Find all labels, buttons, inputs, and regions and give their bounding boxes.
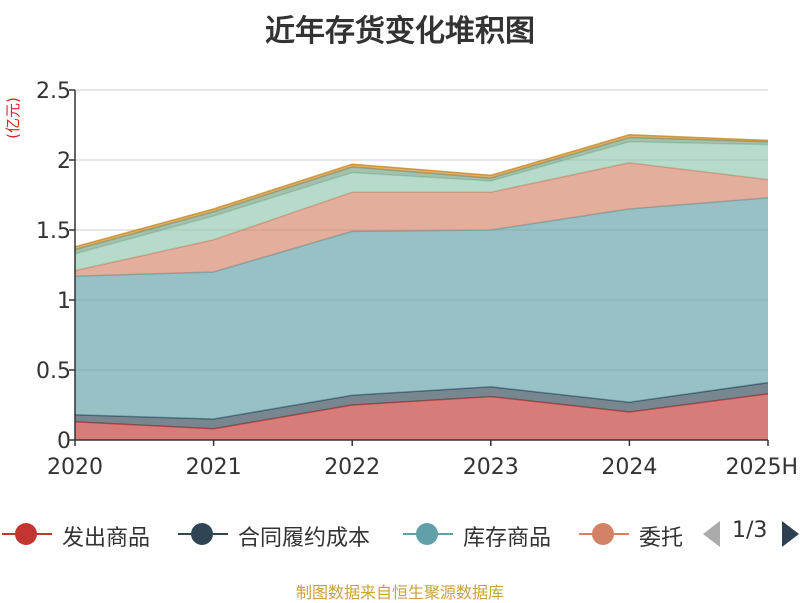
legend-item-0[interactable]: 发出商品 [2,512,162,556]
y-axis-label: (亿元) [4,97,22,139]
legend-label: 库存商品 [463,526,552,551]
legend-page-indicator: 1/3 [732,518,768,543]
area-series-0 [75,393,768,440]
y-tick-label: 1.5 [36,219,71,244]
area-series-2 [75,197,768,419]
area-series-1 [75,382,768,429]
y-tick-label: 2.5 [36,79,71,104]
legend: 发出商品 合同履约成本 库存商品 委托 [0,512,800,556]
legend-dot-icon [191,523,213,545]
legend-prev-page-icon[interactable] [703,521,720,547]
legend-label: 委托 [639,526,684,551]
y-tick-label: 0.5 [36,359,71,384]
x-tick-label: 2020 [47,455,103,480]
legend-label: 发出商品 [62,526,151,551]
y-tick-label: 2 [57,149,71,174]
x-tick-label: 2022 [324,455,380,480]
area-series-line-6 [74,134,769,248]
x-tick-label: 2021 [186,455,242,480]
x-tick-label: 2025H [725,455,798,480]
chart-title: 近年存货变化堆积图 [265,14,535,49]
legend-dot-icon [592,523,614,545]
legend-item-2[interactable]: 库存商品 [403,512,563,556]
legend-dot-icon [416,523,438,545]
area-series-3 [75,162,768,277]
legend-dot-icon [15,523,37,545]
x-tick-label: 2023 [463,455,519,480]
legend-item-3[interactable]: 委托 [579,512,689,556]
y-tick-label: 1 [57,289,71,314]
area-series-4 [75,141,768,271]
y-tick-label: 0 [57,429,71,454]
legend-label: 合同履约成本 [238,526,371,551]
x-tick-label: 2024 [601,455,657,480]
legend-item-1[interactable]: 合同履约成本 [178,512,388,556]
data-source-note: 制图数据来自恒生聚源数据库 [295,583,504,602]
legend-next-page-icon[interactable] [782,521,799,547]
